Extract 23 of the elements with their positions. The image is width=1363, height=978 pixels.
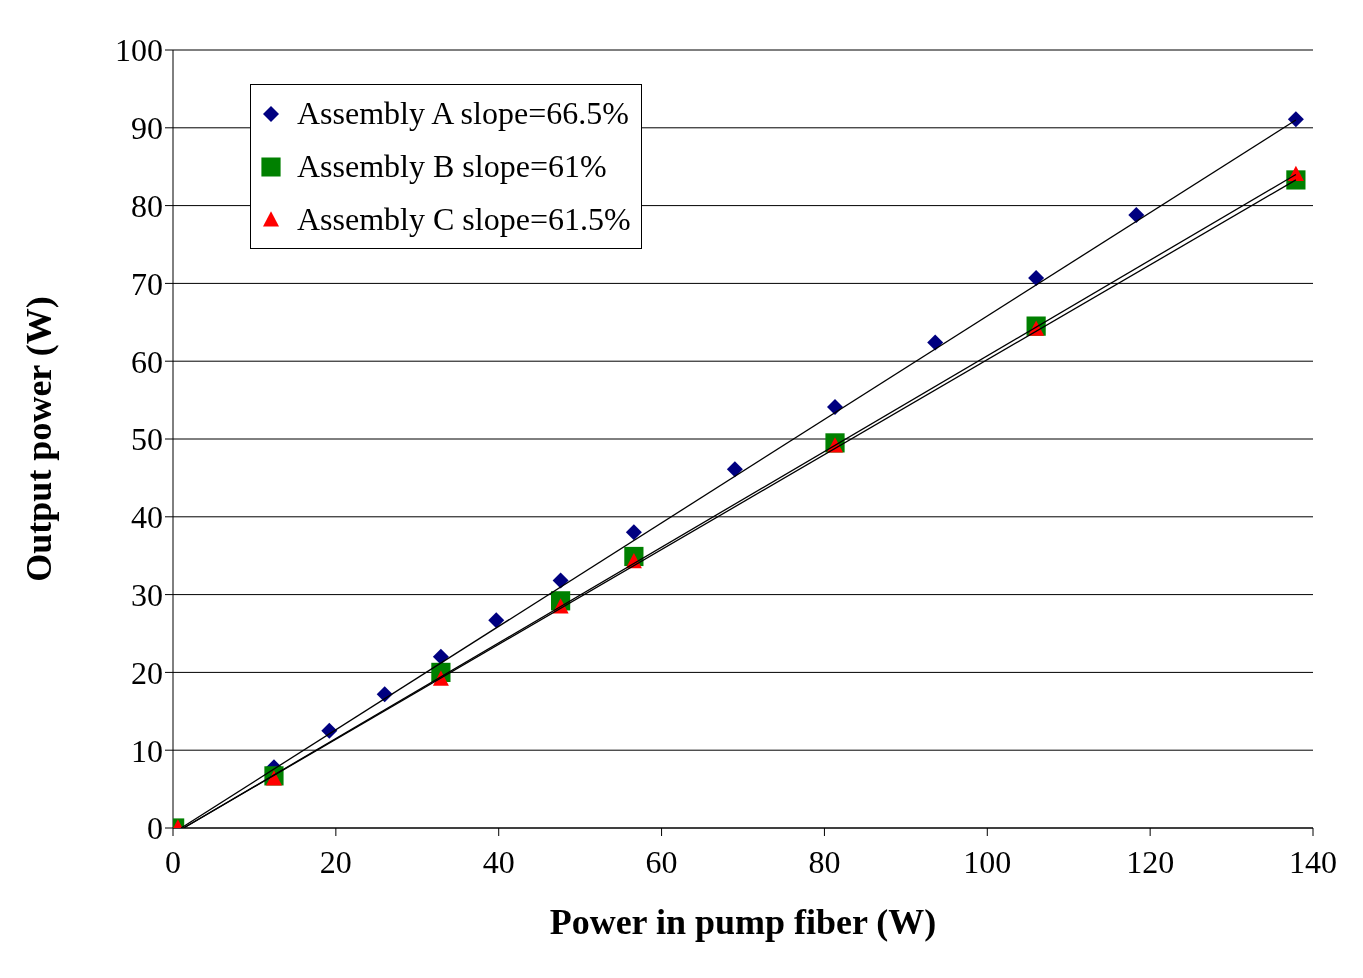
x-tick-label: 20 [319,843,352,880]
y-tick-label: 10 [131,732,163,769]
y-tick-label: 100 [115,32,163,69]
y-tick-label: 0 [147,810,163,847]
y-tick-label: 30 [131,576,163,613]
x-tick-label: 40 [482,843,515,880]
y-tick-label: 20 [131,654,163,691]
legend-label: Assembly A slope=66.5% [297,95,629,132]
x-tick-label: 80 [808,843,841,880]
x-axis-title: Power in pump fiber (W) [549,902,937,942]
y-tick-label: 60 [131,343,163,380]
legend-label: Assembly C slope=61.5% [297,201,631,238]
y-tick-label: 70 [131,265,163,302]
y-tick-label: 50 [131,421,163,458]
x-tick-label: 100 [963,843,1012,880]
x-tick-label: 140 [1289,843,1337,880]
x-tick-label: 60 [645,843,678,880]
x-tick-label: 120 [1126,843,1175,880]
y-tick-label: 80 [131,187,163,224]
y-tick-label: 40 [131,499,163,536]
legend-label: Assembly B slope=61% [297,148,607,185]
y-axis-title: Output power (W) [18,296,59,582]
y-tick-label: 90 [131,110,163,147]
